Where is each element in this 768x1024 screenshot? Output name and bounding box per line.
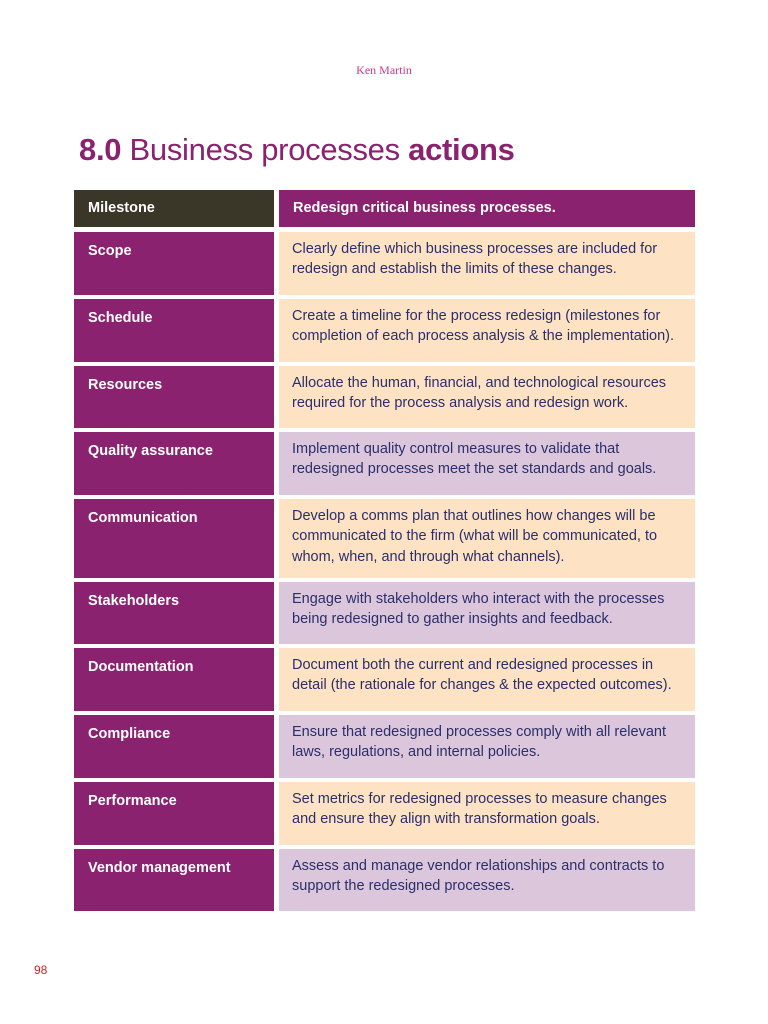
milestone-label: Vendor management [74, 848, 274, 911]
table-header-row: Milestone Redesign critical business pro… [74, 190, 695, 227]
milestone-description: Set metrics for redesigned processes to … [279, 781, 695, 845]
page-title: 8.0 Business processes actions [79, 132, 515, 168]
table-row: Schedule Create a timeline for the proces… [74, 298, 695, 362]
milestone-label: Communication [74, 498, 274, 578]
milestone-description: Allocate the human, financial, and techn… [279, 365, 695, 428]
title-main: Business processes [129, 132, 401, 167]
milestone-label: Compliance [74, 714, 274, 778]
milestone-description: Engage with stakeholders who interact wi… [279, 581, 695, 644]
table-body: Scope Clearly define which business proce… [74, 231, 695, 911]
milestone-label: Resources [74, 365, 274, 428]
milestone-description: Ensure that redesigned processes comply … [279, 714, 695, 778]
milestone-description: Develop a comms plan that outlines how c… [279, 498, 695, 578]
milestone-label: Scope [74, 231, 274, 295]
page-number: 98 [34, 963, 48, 977]
table-row: Stakeholders Engage with stakeholders who… [74, 581, 695, 644]
table-row: Resources Allocate the human, financial, … [74, 365, 695, 428]
header-description: Redesign critical business processes. [279, 190, 695, 227]
table-row: Performance Set metrics for redesigned pr… [74, 781, 695, 845]
milestone-description: Implement quality control measures to va… [279, 431, 695, 495]
header-milestone: Milestone [74, 190, 274, 227]
milestone-description: Create a timeline for the process redesi… [279, 298, 695, 362]
milestone-label: Performance [74, 781, 274, 845]
table-row: Quality assurance Implement quality contr… [74, 431, 695, 495]
table-row: Communication Develop a comms plan that o… [74, 498, 695, 578]
milestone-label: Schedule [74, 298, 274, 362]
author-header: Ken Martin [356, 63, 412, 77]
actions-table: Milestone Redesign critical business pro… [74, 190, 695, 915]
milestone-description: Assess and manage vendor relationships a… [279, 848, 695, 911]
table-row: Documentation Document both the current a… [74, 647, 695, 711]
milestone-label: Quality assurance [74, 431, 274, 495]
milestone-description: Document both the current and redesigned… [279, 647, 695, 711]
section-number: 8.0 [79, 132, 122, 167]
table-row: Compliance Ensure that redesigned process… [74, 714, 695, 778]
title-emphasis: actions [408, 132, 515, 167]
table-row: Scope Clearly define which business proce… [74, 231, 695, 295]
milestone-label: Documentation [74, 647, 274, 711]
table-row: Vendor management Assess and manage vendo… [74, 848, 695, 911]
milestone-description: Clearly define which business processes … [279, 231, 695, 295]
milestone-label: Stakeholders [74, 581, 274, 644]
